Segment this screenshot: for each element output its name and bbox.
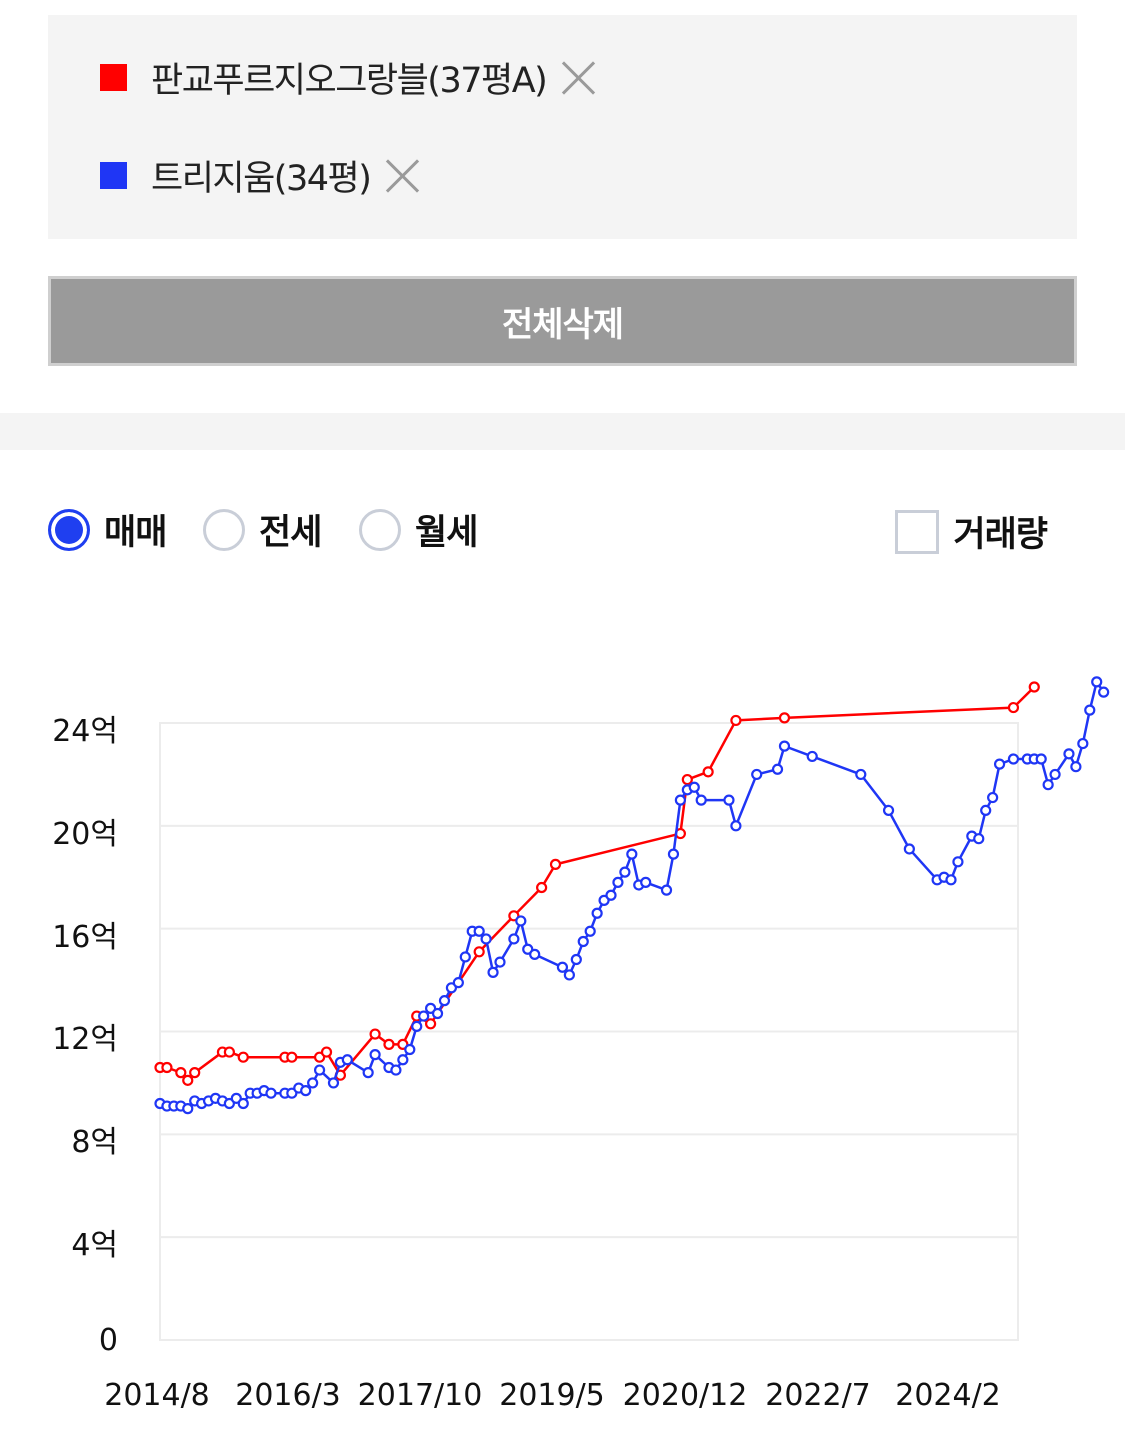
radio-unchecked-icon[interactable] (203, 508, 245, 551)
radio-label: 전세 (259, 513, 322, 553)
x-tick: 2017/10 (357, 1378, 483, 1413)
y-tick: 16억 (52, 920, 118, 955)
x-tick: 2019/5 (499, 1378, 605, 1413)
radio-checked-icon[interactable] (48, 508, 90, 551)
close-icon[interactable] (560, 59, 596, 95)
x-tick: 2022/7 (765, 1378, 871, 1413)
x-tick: 2024/2 (895, 1378, 1001, 1413)
close-icon[interactable] (384, 157, 420, 193)
x-tick: 2016/3 (235, 1378, 341, 1413)
radio-monthly-rent[interactable]: 월세 (359, 504, 478, 555)
checkbox-icon[interactable] (895, 509, 940, 554)
radio-jeonse[interactable]: 전세 (203, 504, 322, 555)
price-chart: 24억 20억 16억 12억 8억 4억 0 2014/8 2016/3 20… (0, 600, 1125, 1440)
radio-sale[interactable]: 매매 (48, 504, 167, 555)
delete-all-button[interactable]: 전체삭제 (48, 276, 1077, 366)
selected-apartments-panel: 판교푸르지오그랑블(37평A) 트리지움(34평) (48, 15, 1077, 239)
radio-label: 매매 (104, 513, 167, 553)
y-tick: 20억 (52, 817, 118, 852)
blue-square-icon (100, 161, 127, 189)
legend-label: 트리지움(34평) (151, 158, 372, 199)
y-tick: 24억 (52, 714, 118, 749)
section-divider (0, 413, 1125, 450)
y-tick: 4억 (71, 1228, 118, 1263)
chart-controls: 매매 전세 월세 거래량 (48, 500, 1077, 560)
x-tick: 2014/8 (104, 1378, 210, 1413)
y-tick: 0 (98, 1323, 118, 1358)
y-tick: 8억 (71, 1125, 118, 1160)
plot-area (154, 676, 1110, 1341)
legend-item-trizium: 트리지움(34평) (100, 150, 420, 200)
checkbox-label: 거래량 (953, 515, 1048, 555)
red-square-icon (100, 63, 127, 91)
x-tick: 2020/12 (622, 1378, 748, 1413)
radio-unchecked-icon[interactable] (359, 508, 401, 551)
legend-item-pangyo: 판교푸르지오그랑블(37평A) (100, 52, 596, 102)
radio-label: 월세 (415, 513, 478, 553)
legend-label: 판교푸르지오그랑블(37평A) (151, 60, 548, 101)
volume-checkbox[interactable]: 거래량 (895, 506, 1048, 557)
y-tick: 12억 (52, 1022, 118, 1057)
